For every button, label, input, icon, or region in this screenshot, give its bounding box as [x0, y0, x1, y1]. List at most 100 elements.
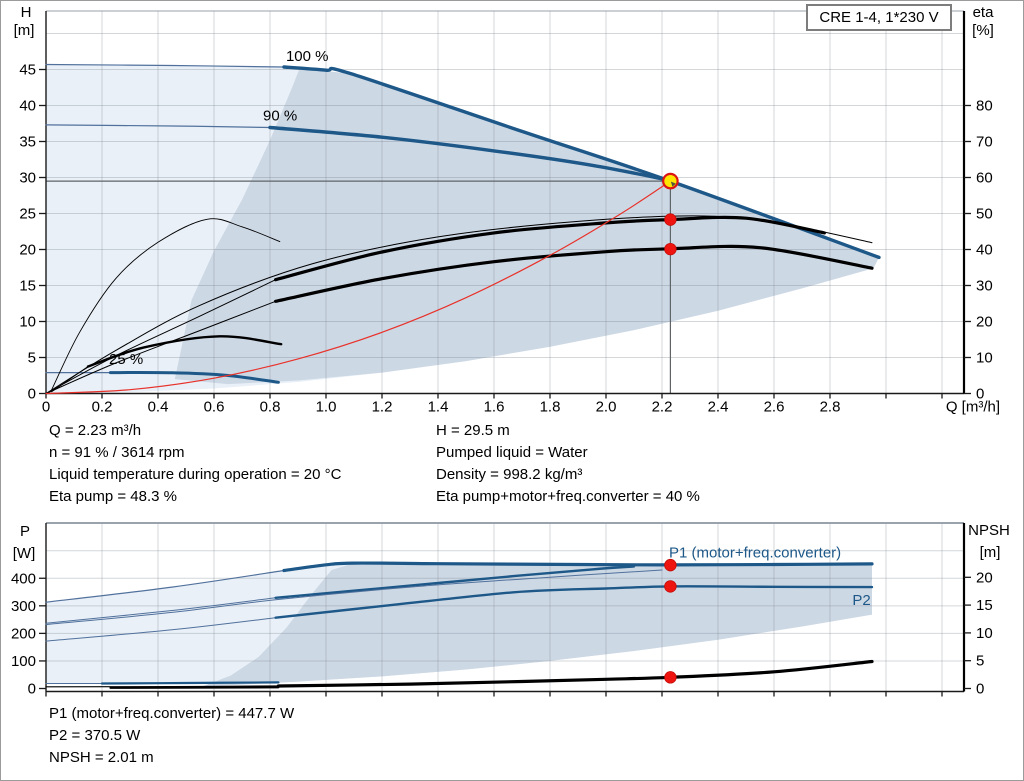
right-axis-title-unit: [m]: [980, 544, 1001, 561]
info-line-eta-total: Eta pump+motor+freq.converter = 40 %: [436, 488, 700, 505]
curve-eta-pump-duty-tail: [45, 279, 277, 394]
duty-info-right: H = 29.5 m Pumped liquid = Water Density…: [436, 420, 700, 508]
x-tick-label: 1.8: [540, 399, 561, 416]
right-tick-label: 70: [976, 134, 993, 151]
x-axis-title: Q [m³/h]: [946, 399, 1000, 416]
curve-p2-duty: [274, 585, 874, 619]
x-tick-label: 0: [42, 399, 50, 416]
curve-p1-duty-min: [45, 597, 277, 624]
right-axis-title: NPSH: [968, 522, 1010, 539]
info-line-eta-pump: Eta pump = 48.3 %: [49, 488, 177, 505]
left-axis-title-unit: [W]: [13, 545, 36, 562]
info-line-speed: n = 91 % / 3614 rpm: [49, 444, 185, 461]
curve-label: P2: [852, 592, 870, 609]
curve-eta-total-duty-tail: [45, 300, 277, 394]
curve-p1-100-min: [45, 569, 285, 603]
right-tick-label: 20: [976, 569, 993, 586]
info-line-p1: P1 (motor+freq.converter) = 447.7 W: [49, 705, 295, 722]
right-tick-label: 10: [976, 625, 993, 642]
curve-label: 25 %: [109, 351, 143, 368]
right-tick-label: 20: [976, 314, 993, 331]
x-tick-label: 1.4: [428, 399, 449, 416]
left-tick-label: 25: [19, 206, 36, 223]
left-tick-label: 10: [19, 314, 36, 331]
right-tick-label: 40: [976, 242, 993, 259]
x-tick-label: 0.6: [204, 399, 225, 416]
curve-pump-curve-90: [268, 125, 673, 183]
left-tick-label: 40: [19, 98, 36, 115]
right-tick-label: 30: [976, 278, 993, 295]
curve-p2-100-min: [45, 569, 663, 626]
curve-pump-curve-100: [282, 65, 881, 260]
x-tick-label: 0.8: [260, 399, 281, 416]
right-tick-label: 60: [976, 170, 993, 187]
curve-pump-curve-25: [108, 371, 280, 384]
curve-eta-total-25: [86, 335, 283, 368]
x-tick-label: 2.8: [820, 399, 841, 416]
left-tick-label: 5: [28, 350, 36, 367]
curve-npsh-min: [45, 685, 279, 688]
right-tick-label: 0: [976, 681, 984, 698]
chart-title-box: CRE 1-4, 1*230 V: [806, 4, 952, 31]
p2-point-marker: [664, 580, 677, 593]
info-line-density: Density = 998.2 kg/m³: [436, 466, 583, 483]
right-axis-title-unit: [%]: [972, 22, 994, 39]
left-tick-label: 200: [11, 625, 36, 642]
curve-pump-curve-100-min: [45, 63, 285, 68]
info-line-temperature: Liquid temperature during operation = 20…: [49, 466, 342, 483]
left-tick-label: 45: [19, 62, 36, 79]
x-tick-label: 2.2: [652, 399, 673, 416]
left-axis-title-unit: [m]: [14, 22, 35, 39]
npsh-point-marker: [664, 671, 677, 684]
right-tick-label: 15: [976, 597, 993, 614]
info-line-npsh: NPSH = 2.01 m: [49, 749, 154, 766]
info-line-q: Q = 2.23 m³/h: [49, 422, 142, 439]
curve-label: P1 (motor+freq.converter): [669, 544, 841, 561]
x-tick-label: 0.4: [148, 399, 169, 416]
left-tick-label: 400: [11, 570, 36, 587]
left-tick-label: 300: [11, 598, 36, 615]
duty-info-left: Q = 2.23 m³/h n = 91 % / 3614 rpm Liquid…: [49, 420, 341, 508]
left-tick-label: 0: [28, 386, 36, 403]
curve-p-25: [100, 681, 280, 685]
x-tick-label: 1.0: [316, 399, 337, 416]
left-tick-label: 30: [19, 170, 36, 187]
curve-eta-pump-duty: [274, 215, 826, 282]
left-tick-label: 100: [11, 653, 36, 670]
left-axis-title: H: [21, 4, 32, 21]
x-tick-label: 2.6: [764, 399, 785, 416]
info-line-p2: P2 = 370.5 W: [49, 727, 141, 744]
right-tick-label: 0: [976, 386, 984, 403]
curve-eta-total-duty: [274, 244, 874, 303]
left-tick-label: 20: [19, 242, 36, 259]
x-tick-label: 2.4: [708, 399, 729, 416]
x-tick-label: 2.0: [596, 399, 617, 416]
region-power-control-range: [202, 563, 873, 687]
duty-point-marker[interactable]: [662, 172, 679, 190]
curve-system-curve: [45, 180, 671, 395]
curve-eta-pump-25: [51, 218, 281, 391]
left-tick-label: 35: [19, 134, 36, 151]
curve-p1-duty: [274, 565, 636, 599]
left-axis-title: P: [20, 523, 30, 540]
curve-label: 90 %: [263, 108, 297, 125]
x-tick-label: 1.2: [372, 399, 393, 416]
curve-p1-100: [282, 561, 874, 573]
duty-point-cursor-notch: [670, 181, 676, 187]
p1-point-marker: [664, 558, 677, 572]
power-info: P1 (motor+freq.converter) = 447.7 W P2 =…: [49, 703, 294, 769]
info-line-h: H = 29.5 m: [436, 422, 510, 439]
curve-eta-total-25-tail: [51, 366, 89, 393]
right-tick-label: 5: [976, 653, 984, 670]
eta-total-point-marker: [664, 242, 677, 256]
right-tick-label: 10: [976, 350, 993, 367]
x-tick-label: 1.6: [484, 399, 505, 416]
info-line-liquid: Pumped liquid = Water: [436, 444, 588, 461]
curve-label: 100 %: [286, 48, 329, 65]
right-tick-label: 80: [976, 98, 993, 115]
left-tick-label: 15: [19, 278, 36, 295]
right-axis-title: eta: [973, 4, 995, 21]
curve-npsh: [276, 659, 874, 688]
